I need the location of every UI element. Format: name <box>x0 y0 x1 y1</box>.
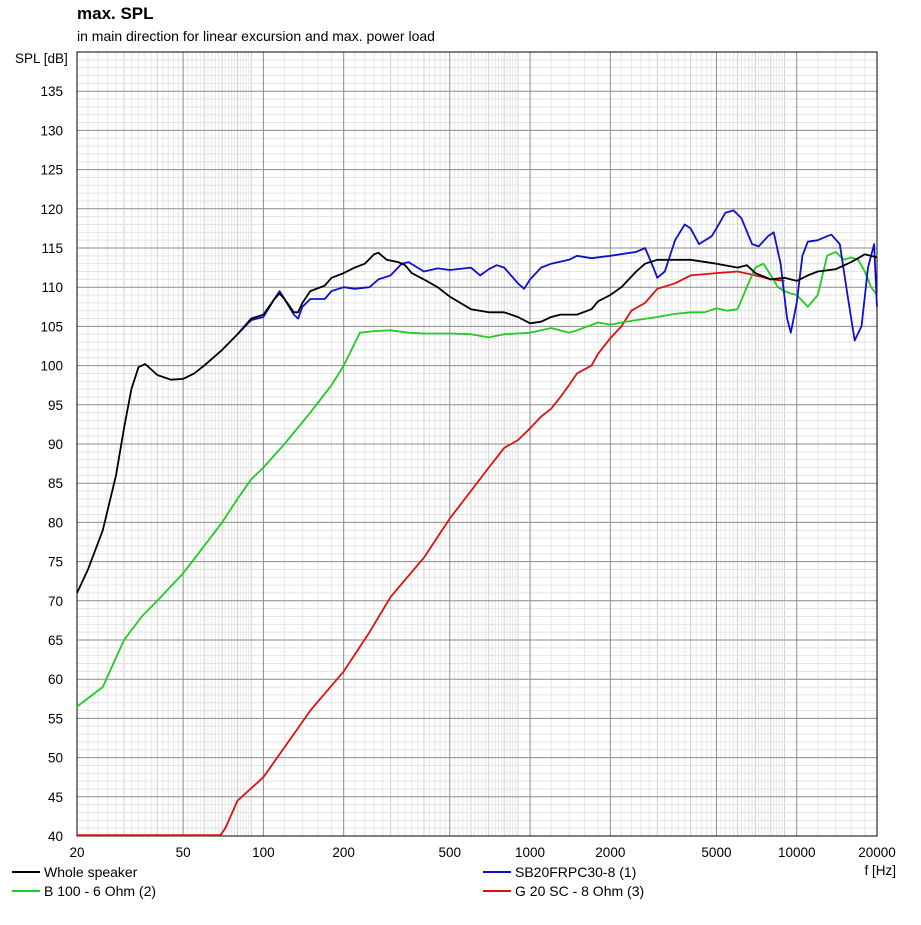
x-tick-label: 5000 <box>701 845 731 860</box>
series-line-1 <box>76 251 878 594</box>
plot-border <box>76 51 878 837</box>
legend: Whole speaker B 100 - 6 Ohm (2) SB20FRPC30… <box>12 864 644 899</box>
x-tick-label: 50 <box>176 845 191 860</box>
y-tick-label: 40 <box>48 829 63 844</box>
x-tick-label: 500 <box>439 845 462 860</box>
x-tick-label: 100 <box>252 845 275 860</box>
series-line-3 <box>76 251 878 708</box>
y-tick-label: 90 <box>48 437 63 452</box>
y-tick-label: 70 <box>48 594 63 609</box>
y-tick-labels: 40 45 50 55 60 65 70 75 80 85 90 95 100 105 110 115 120 1… <box>40 84 63 844</box>
legend-label: Whole speaker <box>44 864 138 880</box>
y-tick-label: 100 <box>40 359 63 374</box>
chart-title: max. SPL <box>77 4 154 23</box>
series-line-4 <box>77 270 785 837</box>
y-tick-label: 45 <box>48 790 63 805</box>
grid-major <box>76 51 878 837</box>
y-tick-label: 75 <box>48 555 63 570</box>
y-axis-label: SPL [dB] <box>15 51 68 66</box>
x-tick-label: 20 <box>69 845 84 860</box>
y-tick-label: 105 <box>40 319 63 334</box>
x-tick-label: 20000 <box>858 845 896 860</box>
legend-label: SB20FRPC30-8 (1) <box>515 864 636 880</box>
x-tick-label: 200 <box>332 845 355 860</box>
series-layer <box>76 209 878 837</box>
x-tick-labels: 20 50 100 200 500 1000 2000 5000 10000 20000 <box>69 845 895 860</box>
x-tick-label: 10000 <box>778 845 816 860</box>
y-tick-label: 60 <box>48 672 63 687</box>
y-tick-label: 120 <box>40 202 63 217</box>
y-tick-label: 125 <box>40 163 63 178</box>
y-tick-label: 50 <box>48 751 63 766</box>
x-tick-label: 1000 <box>515 845 545 860</box>
x-tick-label: 2000 <box>595 845 625 860</box>
y-tick-label: 65 <box>48 633 63 648</box>
y-tick-label: 130 <box>40 123 63 138</box>
chart-subtitle: in main direction for linear excursion a… <box>77 28 435 44</box>
y-tick-label: 115 <box>41 241 63 256</box>
y-tick-label: 55 <box>48 711 63 726</box>
y-tick-label: 95 <box>48 398 63 413</box>
y-tick-label: 85 <box>48 476 63 491</box>
y-tick-label: 80 <box>48 515 63 530</box>
y-tick-label: 135 <box>40 84 63 99</box>
legend-label: G 20 SC - 8 Ohm (3) <box>515 883 644 899</box>
legend-label: B 100 - 6 Ohm (2) <box>44 883 156 899</box>
y-tick-label: 110 <box>41 280 63 295</box>
x-axis-label: f [Hz] <box>864 863 896 878</box>
